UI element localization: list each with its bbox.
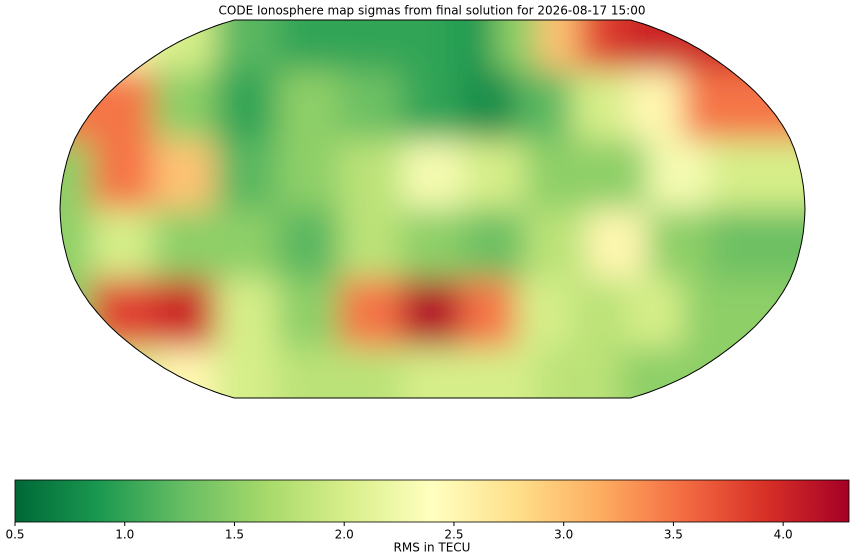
heat-cell bbox=[60, 209, 96, 280]
heat-cell bbox=[153, 139, 219, 210]
heat-cell bbox=[339, 20, 413, 72]
heat-cell bbox=[682, 278, 805, 349]
heat-cell bbox=[153, 209, 219, 280]
heat-cell bbox=[91, 139, 157, 210]
heat-cell bbox=[339, 278, 406, 349]
heat-cell bbox=[277, 278, 351, 349]
heat-cell bbox=[60, 139, 96, 210]
heat-cell bbox=[647, 139, 713, 210]
map bbox=[60, 20, 805, 398]
heat-cell bbox=[277, 209, 342, 280]
heat-cell bbox=[277, 139, 342, 210]
heat-cell bbox=[339, 347, 413, 398]
heat-cell bbox=[524, 139, 589, 210]
heat-cell bbox=[620, 347, 805, 398]
heat-cell bbox=[586, 209, 651, 280]
heat-cell bbox=[682, 70, 805, 141]
heat-cell bbox=[401, 209, 465, 280]
heat-cell bbox=[620, 20, 805, 72]
heat-cell bbox=[339, 70, 406, 141]
heat-cell bbox=[709, 139, 805, 210]
heat-cell bbox=[647, 209, 713, 280]
heat-cell bbox=[91, 209, 157, 280]
heat-cell bbox=[709, 209, 805, 280]
heat-cell bbox=[339, 139, 403, 210]
heat-cell bbox=[586, 139, 651, 210]
heat-cell bbox=[401, 70, 465, 141]
colorbar-label: RMS in TECU bbox=[394, 541, 471, 555]
colorbar-tick-label: 4.0 bbox=[774, 528, 793, 542]
heat-cell bbox=[460, 278, 527, 349]
heat-cell bbox=[215, 139, 280, 210]
heat-cell bbox=[463, 209, 527, 280]
chart-title: CODE Ionosphere map sigmas from final so… bbox=[219, 4, 646, 18]
colorbar-tick-label: 2.5 bbox=[444, 528, 463, 542]
heat-cell bbox=[215, 209, 280, 280]
colorbar-tick-label: 0.5 bbox=[5, 528, 24, 542]
heat-cell bbox=[524, 209, 589, 280]
heat-cell bbox=[277, 70, 351, 141]
colorbar-tick-label: 1.0 bbox=[115, 528, 134, 542]
colorbar-tick-label: 1.5 bbox=[225, 528, 244, 542]
heat-cell bbox=[401, 139, 465, 210]
colorbar bbox=[14, 479, 850, 523]
heat-cell bbox=[339, 209, 403, 280]
heat-cell bbox=[460, 70, 527, 141]
colorbar-tick-label: 3.0 bbox=[554, 528, 573, 542]
colorbar-tick-label: 3.5 bbox=[664, 528, 683, 542]
heat-cell bbox=[401, 278, 465, 349]
colorbar-tick-label: 2.0 bbox=[335, 528, 354, 542]
heat-cell bbox=[463, 139, 527, 210]
map-outline bbox=[59, 19, 806, 399]
